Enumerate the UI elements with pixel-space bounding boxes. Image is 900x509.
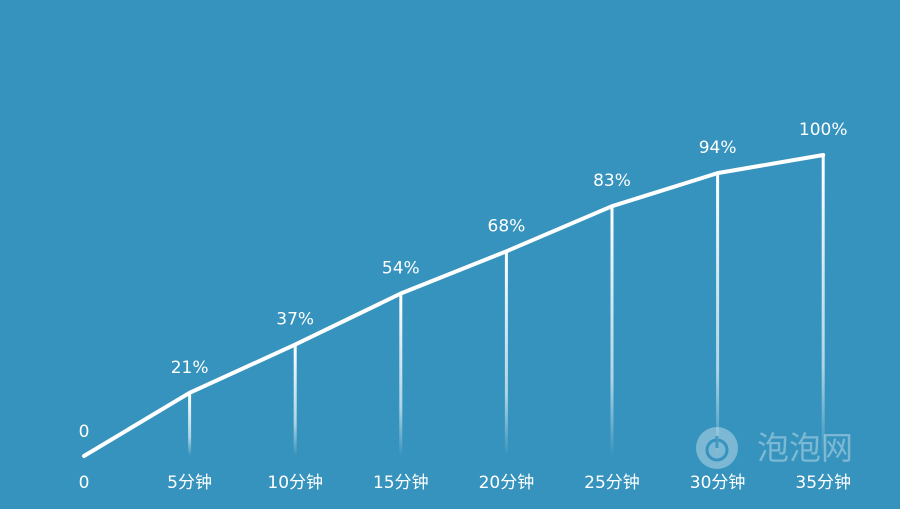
drop-line: [188, 392, 192, 456]
data-label: 100%: [799, 120, 848, 140]
drop-line: [504, 251, 508, 456]
data-label: 94%: [699, 138, 737, 158]
watermark-text: 泡泡网: [757, 429, 853, 467]
power-icon: [696, 427, 738, 469]
data-label: 21%: [171, 358, 209, 378]
series-line: [82, 153, 826, 458]
drop-line: [399, 293, 403, 456]
x-tick-label: 35分钟: [795, 473, 851, 493]
x-axis-labels: 0 5分钟 10分钟 15分钟 20分钟 25分钟 30分钟 35分钟: [79, 473, 851, 493]
x-tick-label: 20分钟: [479, 473, 535, 493]
watermark: 泡泡网: [696, 427, 853, 469]
drop-line: [610, 206, 614, 456]
data-label: 54%: [382, 259, 420, 279]
data-label: 68%: [488, 216, 526, 236]
x-tick-label: 25分钟: [584, 473, 640, 493]
x-tick-label: 5分钟: [167, 473, 212, 493]
drop-line: [293, 344, 297, 456]
data-label: 83%: [593, 171, 631, 191]
x-tick-label: 10分钟: [267, 473, 323, 493]
x-tick-label: 0: [79, 473, 90, 493]
x-tick-label: 30分钟: [690, 473, 746, 493]
data-label: 0: [79, 422, 90, 442]
drop-line: [716, 173, 720, 456]
drop-lines: [188, 155, 825, 456]
data-labels: 0 21% 37% 54% 68% 83% 94% 100%: [79, 120, 848, 442]
x-tick-label: 15分钟: [373, 473, 429, 493]
data-label: 37%: [276, 310, 314, 330]
drop-line: [821, 155, 825, 456]
